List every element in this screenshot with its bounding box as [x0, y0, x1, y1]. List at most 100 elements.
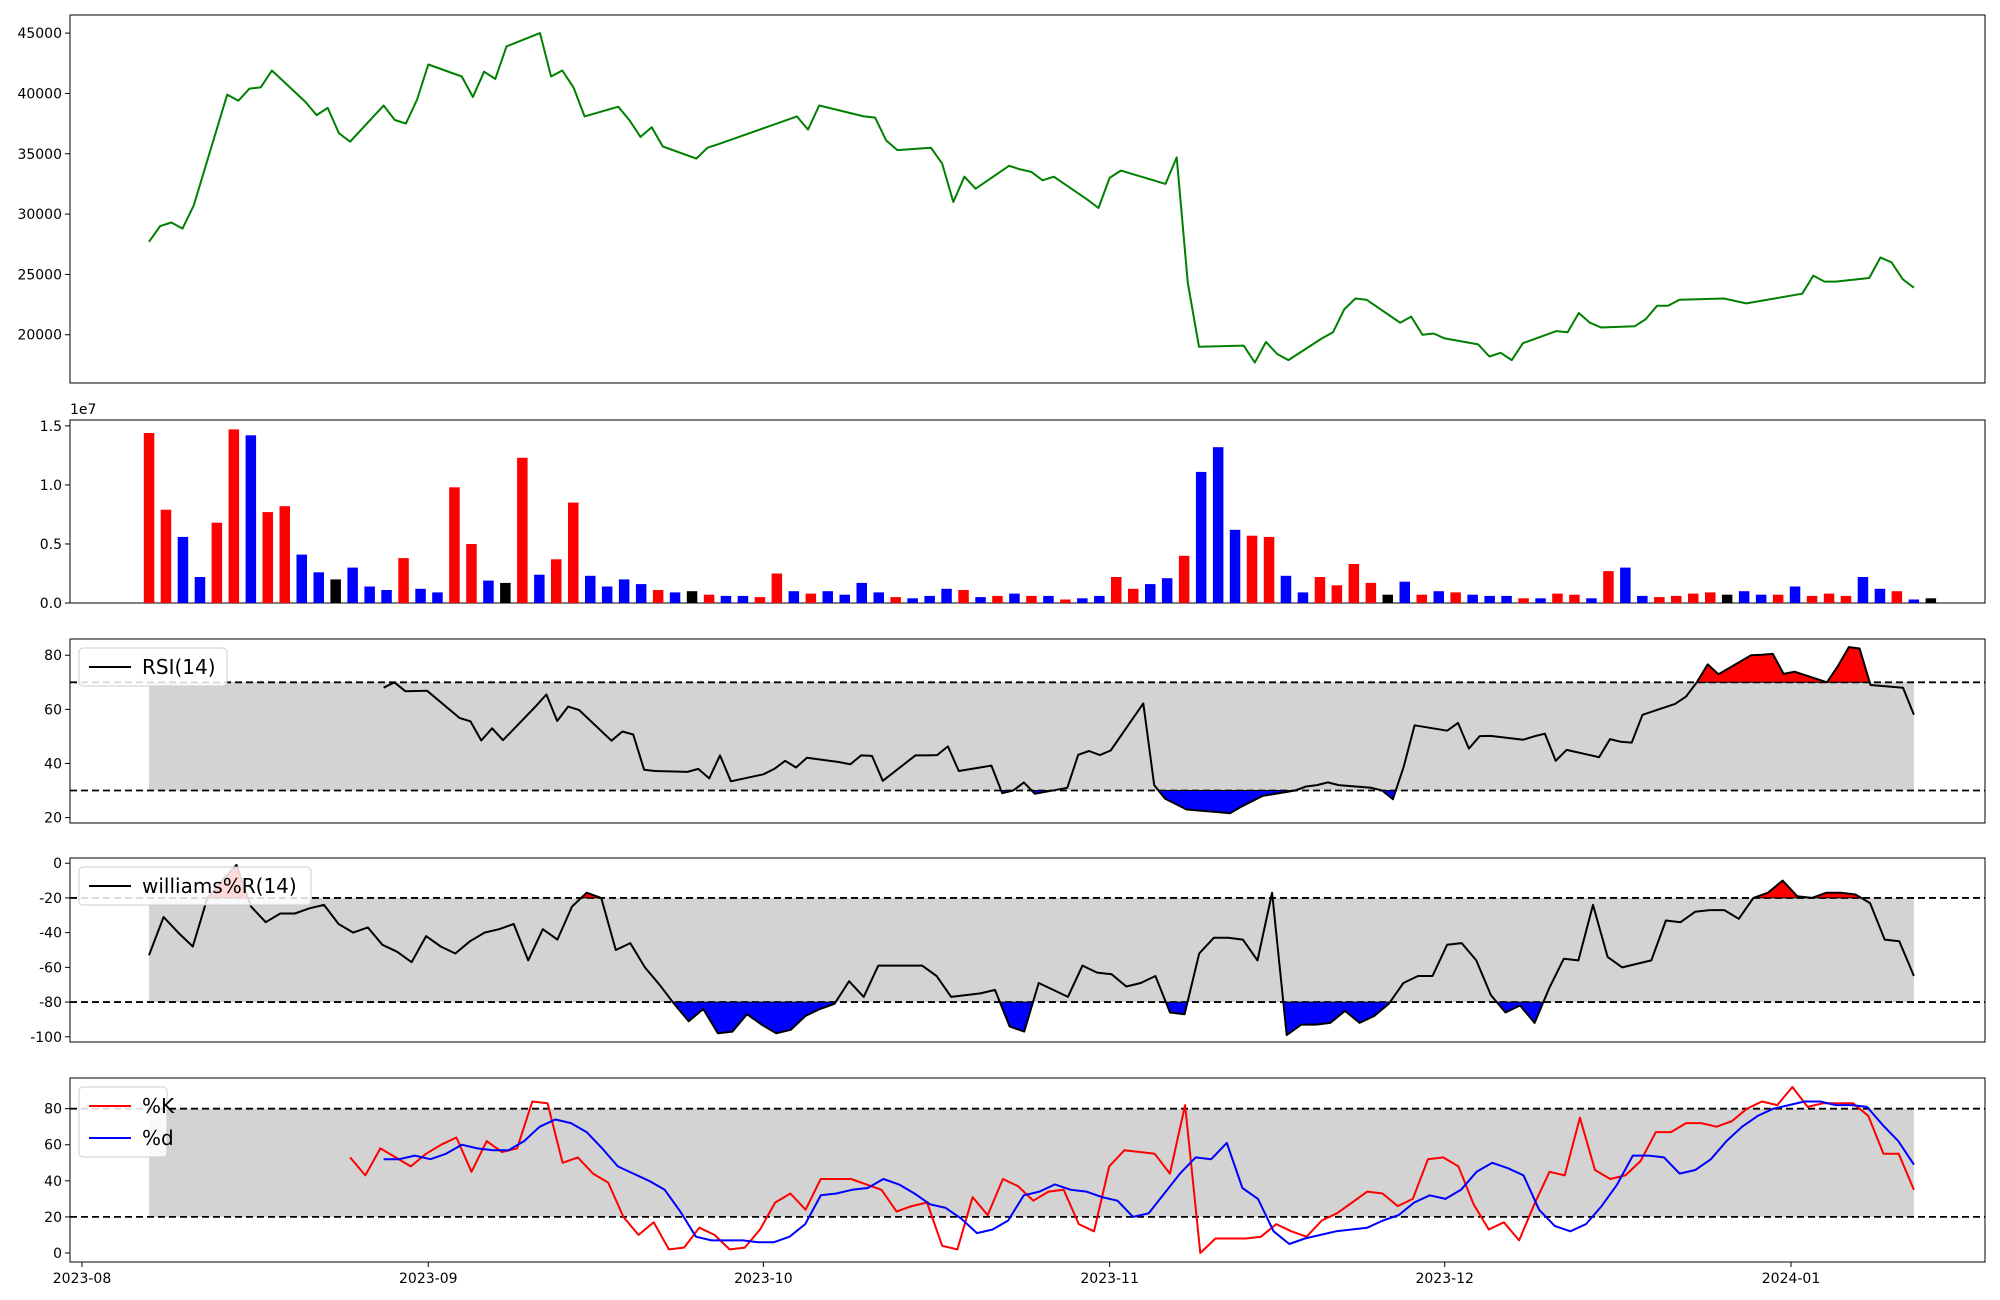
volume-bar	[1297, 592, 1309, 603]
legend-label: williams%R(14)	[142, 874, 297, 898]
volume-bar	[686, 591, 698, 603]
y-tick-label: 30000	[17, 207, 62, 223]
volume-bar	[652, 590, 664, 603]
x-tick-label: 2023-12	[1415, 1271, 1474, 1287]
volume-bar	[1077, 598, 1088, 603]
volume-bar	[1620, 567, 1631, 603]
volume-bar	[1908, 599, 1920, 603]
volume-bar	[1043, 595, 1054, 603]
y-tick-label: 20000	[17, 328, 62, 344]
volume-bar	[1789, 586, 1801, 603]
volume-bar	[1382, 594, 1393, 603]
volume-bar	[1467, 594, 1478, 603]
volume-bar	[1874, 588, 1886, 603]
volume-bar	[907, 598, 918, 603]
volume-bar	[1145, 584, 1156, 603]
indicator-line	[383, 646, 1915, 815]
volume-bar	[737, 595, 749, 603]
overbought-fill	[1826, 646, 1871, 683]
volume-bar	[279, 506, 290, 603]
y-tick-label: -100	[30, 1030, 62, 1046]
volume-bar	[618, 579, 630, 603]
volume-bar	[347, 567, 358, 603]
y-tick-label: 1.0	[40, 478, 62, 494]
volume-bar	[1518, 598, 1529, 603]
volume-bar	[1569, 594, 1580, 603]
axes-frame	[69, 638, 1986, 824]
volume-bar	[1263, 536, 1275, 603]
volume-bar	[788, 591, 800, 603]
y-tick-label: 80	[44, 1102, 62, 1118]
volume-bar	[1161, 578, 1173, 603]
legend-box	[78, 866, 312, 906]
volume-bar	[975, 597, 986, 603]
axes-frame	[69, 1077, 1986, 1263]
volume-bar	[1433, 591, 1444, 603]
indicator-line	[148, 863, 1915, 1037]
volume-bar	[228, 429, 240, 603]
y-tick-label: -80	[39, 995, 62, 1011]
y-tick-label: 60	[44, 1138, 62, 1154]
volume-bar	[1772, 594, 1784, 603]
volume-bar	[1806, 595, 1818, 603]
y-tick-label: 0	[53, 1246, 62, 1262]
offset-label: 1e7	[70, 402, 96, 418]
volume-bar	[568, 502, 579, 603]
volume-bar	[1857, 577, 1869, 603]
y-tick-label: 0.5	[40, 537, 62, 553]
volume-bar	[177, 536, 189, 603]
volume-bar	[1688, 593, 1699, 603]
volume-bar	[364, 586, 375, 603]
y-tick-label: 40000	[17, 86, 62, 102]
volume-bar	[517, 457, 528, 603]
volume-bar	[1128, 588, 1139, 603]
y-tick-label: -40	[39, 926, 62, 942]
volume-bar	[873, 592, 884, 603]
overbought-fill	[1695, 653, 1828, 683]
volume-bar	[1331, 585, 1343, 603]
volume-bar	[958, 590, 969, 603]
volume-bar	[1925, 598, 1937, 603]
d-line	[383, 1100, 1915, 1245]
y-tick-label: 40	[44, 756, 62, 772]
x-tick-label: 2023-08	[53, 1271, 112, 1287]
price-panel: 20000 25000 30000 35000 40000 45000	[17, 14, 1986, 384]
volume-bar	[1535, 598, 1546, 603]
volume-bar	[1094, 595, 1105, 603]
volume-bar	[1399, 581, 1410, 603]
legend-label: RSI(14)	[142, 655, 216, 679]
volume-bar	[1348, 564, 1360, 603]
band-shade	[149, 682, 1914, 791]
legend-box	[78, 647, 228, 687]
volume-bar	[330, 579, 341, 603]
volume-bar	[1416, 594, 1427, 603]
volume-bar	[1026, 595, 1037, 603]
volume-bar	[1891, 591, 1903, 603]
volume-bar	[1365, 582, 1377, 603]
volume-bar	[211, 522, 223, 603]
y-tick-label: 20	[44, 811, 62, 827]
volume-bar	[500, 582, 511, 603]
volume-bar	[262, 512, 273, 603]
y-tick-label: -20	[39, 891, 62, 907]
volume-bar	[924, 595, 935, 603]
volume-bar	[245, 435, 257, 603]
volume-bar	[296, 554, 307, 603]
y-tick-label: 0.0	[40, 596, 62, 612]
volume-bar	[1212, 447, 1224, 603]
volume-bar	[1178, 555, 1190, 603]
volume-bar	[822, 591, 833, 603]
y-tick-label: 25000	[17, 267, 62, 283]
x-tick-label: 2023-09	[399, 1271, 458, 1287]
volume-bar	[1721, 594, 1733, 603]
legend-box	[78, 1086, 168, 1158]
y-tick-label: 0	[53, 856, 62, 872]
volume-bar	[313, 572, 324, 603]
volume-bar	[160, 509, 172, 603]
volume-panel: 0.0 0.5 1.0 1.5 1e7	[40, 402, 1986, 612]
y-tick-label: 60	[44, 702, 62, 718]
y-tick-label: 45000	[17, 26, 62, 42]
oversold-fill	[671, 1001, 837, 1034]
volume-bar	[856, 582, 867, 603]
